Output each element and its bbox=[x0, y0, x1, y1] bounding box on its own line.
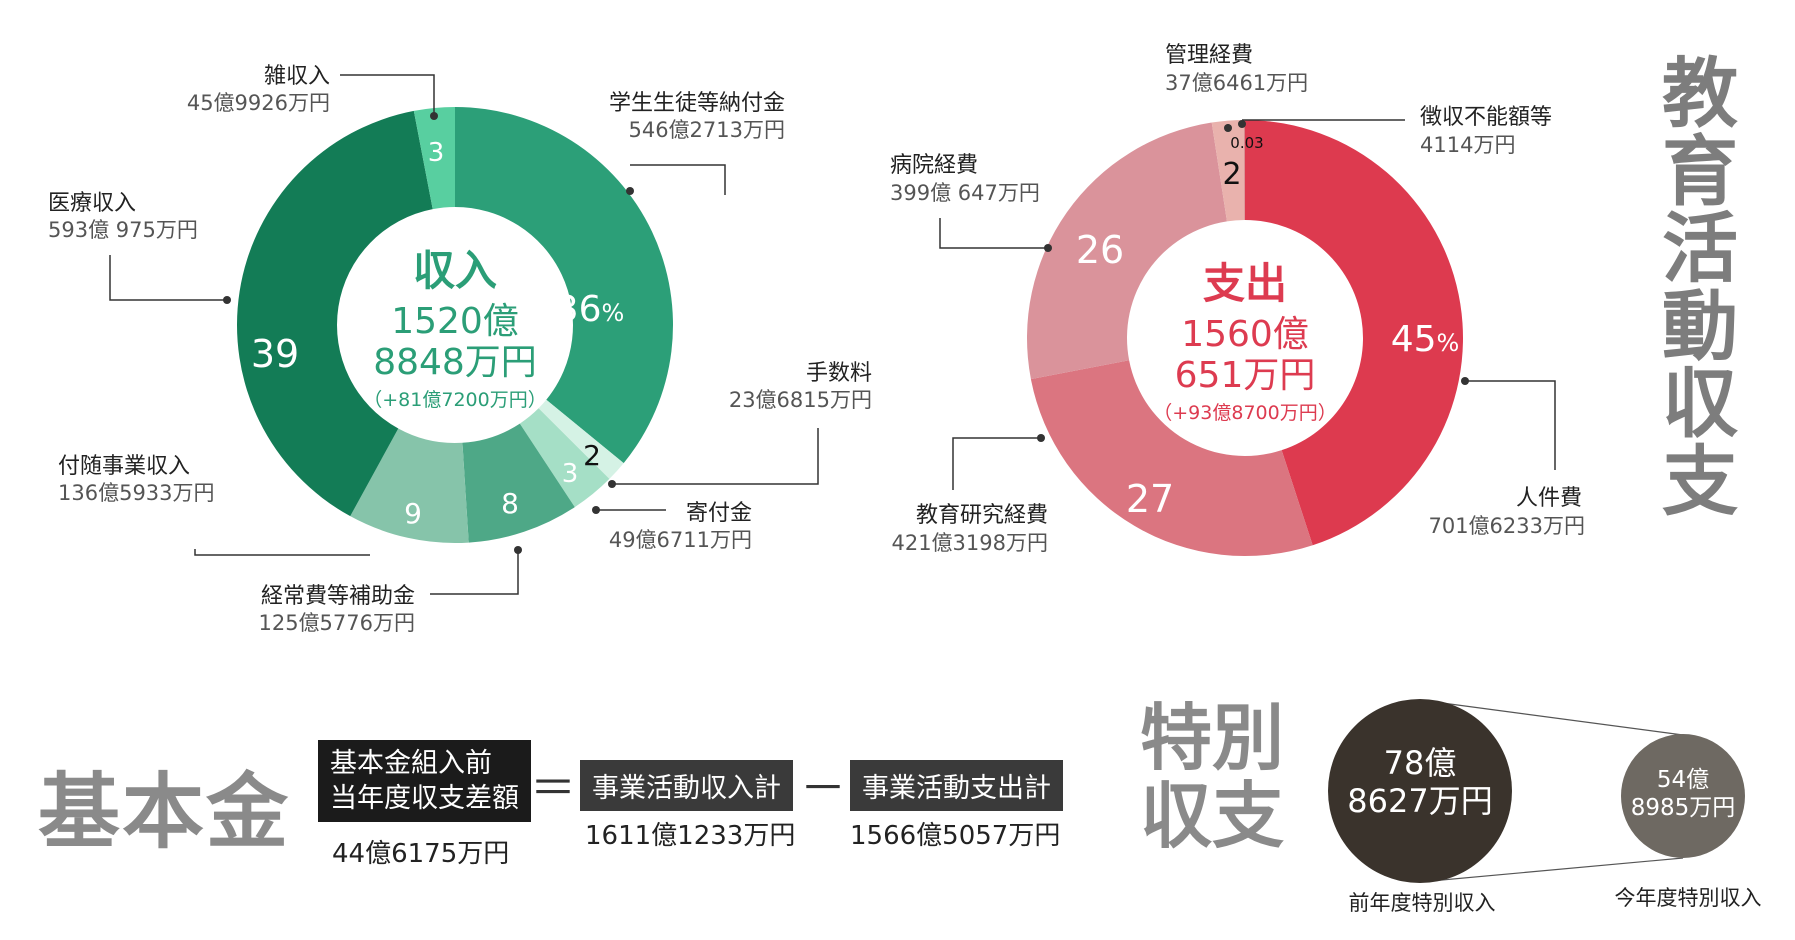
expense-amount-admin: 37億6461万円 bbox=[1165, 71, 1308, 95]
expense-label-hospital: 病院経費 bbox=[890, 153, 978, 178]
expense-center-change: （+93億8700万円） bbox=[1153, 402, 1336, 424]
expense-pct-research: 27 bbox=[1126, 477, 1174, 521]
income-slice-0 bbox=[455, 107, 673, 464]
income-pct-fees: 2 bbox=[583, 439, 601, 472]
income-label-ancillary: 付随事業収入 bbox=[58, 454, 190, 479]
expense-amount-hospital: 399億 647万円 bbox=[890, 181, 1040, 205]
fund-heading: 基本金 bbox=[38, 765, 291, 860]
expense-pct-hospital: 26 bbox=[1076, 228, 1124, 272]
expense-center-amount-2: 651万円 bbox=[1175, 355, 1316, 396]
balance-label-line1: 基本金組入前 bbox=[330, 748, 492, 779]
income-leader-dots bbox=[223, 112, 634, 554]
balance-amount: 44億6175万円 bbox=[332, 839, 510, 869]
income-slice-2 bbox=[519, 408, 610, 508]
special-income-chart: 78億 8627万円 54億 8985万円 前年度特別収入 今年度特別収入 bbox=[1328, 699, 1762, 915]
expense-center-amount-1: 1560億 bbox=[1181, 314, 1309, 355]
income-amount-tuition: 546億2713万円 bbox=[628, 118, 785, 142]
income-slice-4 bbox=[350, 428, 469, 543]
special-heading-line1: 特別 bbox=[1140, 696, 1285, 780]
prev-special-amount-2: 8627万円 bbox=[1347, 782, 1492, 820]
special-heading-line2: 収支 bbox=[1140, 773, 1285, 858]
income-label-donation: 寄付金 bbox=[686, 501, 752, 526]
income-center-title: 収入 bbox=[413, 246, 497, 295]
expense-label-admin: 管理経費 bbox=[1165, 43, 1253, 68]
expense-leaders bbox=[939, 119, 1556, 490]
income-pct-medical: 39 bbox=[251, 332, 299, 376]
expense-slice-1 bbox=[1030, 360, 1313, 556]
balance-label-box: 基本金組入前 当年度収支差額 bbox=[318, 740, 531, 823]
expense-pct-uncollectible: 0.03 bbox=[1230, 134, 1263, 152]
curr-special-circle bbox=[1621, 734, 1745, 858]
expense-pct-admin: 2 bbox=[1222, 157, 1241, 192]
prev-special-caption: 前年度特別収入 bbox=[1349, 891, 1496, 915]
income-amount-ancillary: 136億5933万円 bbox=[58, 481, 215, 505]
income-amount-misc: 45億9926万円 bbox=[187, 91, 330, 115]
income-leaders bbox=[109, 74, 819, 595]
expense-leader-dots bbox=[1037, 120, 1469, 442]
expense-amount-personnel: 701億6233万円 bbox=[1428, 514, 1585, 538]
income-pct-tuition: 36% bbox=[556, 289, 625, 330]
heading-char: 教 bbox=[1662, 49, 1738, 138]
income-center-change: （+81億7200万円） bbox=[363, 389, 546, 411]
income-slice-3 bbox=[462, 423, 575, 543]
income-label-misc: 雑収入 bbox=[264, 64, 330, 89]
income-amount-subsidy: 125億5776万円 bbox=[258, 611, 415, 635]
activity-expense-amount: 1566億5057万円 bbox=[850, 821, 1061, 851]
minus-sign: － bbox=[800, 761, 846, 815]
income-label-medical: 医療収入 bbox=[48, 191, 136, 216]
income-slice-1 bbox=[538, 399, 624, 479]
heading-char: 収 bbox=[1662, 359, 1738, 449]
curr-special-caption: 今年度特別収入 bbox=[1615, 886, 1762, 910]
income-pct-ancillary: 9 bbox=[404, 497, 422, 530]
income-center-amount-2: 8848万円 bbox=[373, 342, 537, 383]
activity-expense-box: 事業活動支出計 bbox=[850, 760, 1063, 811]
education-activity-heading: 教 育 活 動 収 支 bbox=[1650, 55, 1750, 520]
income-pct-misc: 3 bbox=[428, 138, 445, 168]
expense-slice-0 bbox=[1245, 120, 1463, 546]
curr-special-amount-2: 8985万円 bbox=[1631, 795, 1736, 821]
special-heading: 特別 収支 bbox=[1140, 696, 1285, 858]
income-donut: 収入 1520億 8848万円 （+81億7200万円） 36% 2 3 8 9… bbox=[48, 64, 872, 635]
expense-slice-3 bbox=[1211, 120, 1245, 222]
income-amount-donation: 49億6711万円 bbox=[609, 528, 752, 552]
income-pct-donation: 3 bbox=[562, 459, 579, 489]
income-amount-medical: 593億 975万円 bbox=[48, 218, 198, 242]
income-label-fees: 手数料 bbox=[806, 361, 872, 386]
expense-label-uncollectible: 徴収不能額等 bbox=[1420, 105, 1552, 130]
expense-amount-uncollectible: 4114万円 bbox=[1420, 133, 1515, 157]
income-slice-5 bbox=[237, 110, 433, 517]
balance-label-line2: 当年度収支差額 bbox=[330, 783, 519, 815]
heading-char: 支 bbox=[1662, 436, 1738, 526]
expense-donut: 支出 1560億 651万円 （+93億8700万円） 45% 27 26 2 … bbox=[890, 43, 1585, 556]
prev-special-circle bbox=[1328, 699, 1512, 883]
equals-sign: ＝ bbox=[530, 761, 576, 815]
income-label-subsidy: 経常費等補助金 bbox=[261, 584, 415, 609]
income-pct-subsidy: 8 bbox=[501, 487, 519, 520]
expense-slice-2 bbox=[1027, 122, 1227, 380]
expense-center-title: 支出 bbox=[1203, 259, 1287, 308]
income-amount-fees: 23億6815万円 bbox=[729, 388, 872, 412]
expense-amount-research: 421億3198万円 bbox=[891, 531, 1048, 555]
heading-char: 動 bbox=[1662, 281, 1738, 371]
income-slice-6 bbox=[413, 107, 455, 210]
activity-income-box: 事業活動収入計 bbox=[580, 760, 793, 811]
curr-special-amount-1: 54億 bbox=[1657, 767, 1709, 793]
expense-label-research: 教育研究経費 bbox=[916, 503, 1048, 528]
heading-char: 活 bbox=[1662, 204, 1738, 294]
expense-label-personnel: 人件費 bbox=[1516, 486, 1582, 511]
income-center-amount-1: 1520億 bbox=[391, 301, 519, 342]
income-label-tuition: 学生生徒等納付金 bbox=[609, 91, 785, 116]
expense-pct-personnel: 45% bbox=[1391, 319, 1460, 360]
activity-income-amount: 1611億1233万円 bbox=[585, 821, 796, 851]
heading-char: 育 bbox=[1662, 126, 1738, 216]
prev-special-amount-1: 78億 bbox=[1384, 744, 1457, 782]
